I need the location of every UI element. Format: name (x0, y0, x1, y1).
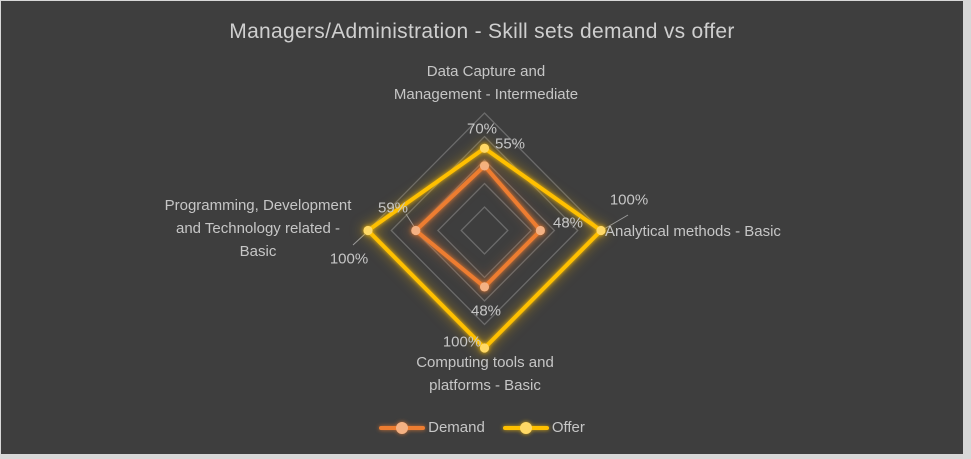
grid-ring-80 (390, 135, 579, 326)
offer-point-2[interactable] (479, 343, 490, 353)
data-label-offer-right: 100% (609, 191, 649, 209)
axis-label-data-capture: Data Capture and Management - Intermedia… (393, 63, 579, 103)
data-label-offer-top: 70% (466, 120, 498, 138)
data-label-offer-left: 100% (329, 250, 369, 268)
label-leader-line (603, 214, 629, 230)
legend-label-offer: Offer (551, 419, 585, 436)
series-demand[interactable] (411, 161, 546, 292)
axis-label-analytical-methods: Analytical methods - Basic (605, 223, 781, 240)
grid-ring-20 (460, 206, 509, 255)
demand-point-2[interactable] (479, 282, 490, 292)
axis-label-computing-tools: Computing tools and platforms - Basic (416, 354, 554, 394)
data-label-demand-right: 48% (552, 214, 584, 232)
radar-plot (352, 112, 629, 353)
offer-line-marker-icon (502, 421, 549, 435)
data-label-offer-bottom: 100% (442, 333, 482, 351)
offer-point-0[interactable] (479, 143, 490, 153)
offer-point-1[interactable] (596, 225, 606, 236)
data-label-demand-bottom: 48% (470, 302, 502, 320)
label-leader-line (405, 213, 416, 229)
demand-point-3[interactable] (411, 225, 421, 236)
demand-line-marker-icon (379, 421, 426, 435)
data-label-demand-left: 59% (377, 199, 409, 217)
demand-point-1[interactable] (535, 225, 546, 236)
data-label-demand-top: 55% (494, 135, 526, 153)
series-offer[interactable] (363, 143, 606, 353)
legend-label-demand: Demand (428, 419, 485, 436)
legend-item-demand[interactable]: Demand (379, 419, 485, 436)
grid-ring-40 (436, 182, 533, 279)
chart-area: Managers/Administration - Skill sets dem… (1, 1, 963, 454)
chart-title: Managers/Administration - Skill sets dem… (229, 20, 735, 43)
label-leader-line (352, 232, 367, 246)
axis-label-programming: Programming, Development and Technology … (164, 197, 352, 260)
legend: Demand Offer (1, 419, 963, 436)
legend-item-offer[interactable]: Offer (502, 419, 585, 436)
offer-point-3[interactable] (363, 225, 373, 236)
demand-point-0[interactable] (479, 161, 490, 171)
